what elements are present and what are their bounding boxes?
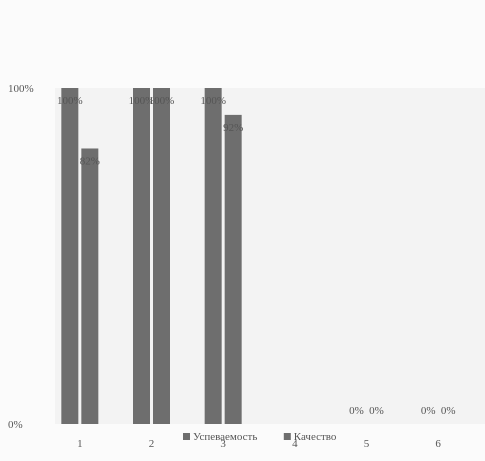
bar-uspevaemost <box>61 88 79 424</box>
legend-label: Успеваемость <box>193 431 257 443</box>
legend-swatch <box>183 433 190 440</box>
legend-label: Качество <box>294 431 337 443</box>
data-label: 100% <box>57 95 83 107</box>
bar-kachestvo <box>81 148 99 425</box>
bar-uspevaemost <box>133 88 150 424</box>
x-tick-label: 3 <box>220 438 226 450</box>
y-tick-label: 0% <box>8 419 23 431</box>
data-label: 0% <box>349 405 364 417</box>
data-label: 100% <box>149 95 175 107</box>
data-label: 100% <box>129 95 155 107</box>
bar-uspevaemost <box>204 88 222 424</box>
data-label: 0% <box>421 405 436 417</box>
x-tick-label: 4 <box>292 438 298 450</box>
x-tick-label: 5 <box>364 438 370 450</box>
bar-kachestvo <box>224 114 242 424</box>
data-label: 100% <box>200 95 226 107</box>
data-label: 0% <box>369 405 384 417</box>
bar-kachestvo <box>153 88 170 424</box>
plot-area <box>55 88 485 424</box>
data-label: 0% <box>441 405 456 417</box>
x-tick-label: 2 <box>149 438 155 450</box>
x-tick-label: 6 <box>435 438 441 450</box>
x-tick-label: 1 <box>77 438 83 450</box>
data-label: 92% <box>223 122 243 134</box>
y-tick-label: 100% <box>8 83 34 95</box>
legend-swatch <box>283 433 291 440</box>
data-label: 82% <box>80 155 100 167</box>
